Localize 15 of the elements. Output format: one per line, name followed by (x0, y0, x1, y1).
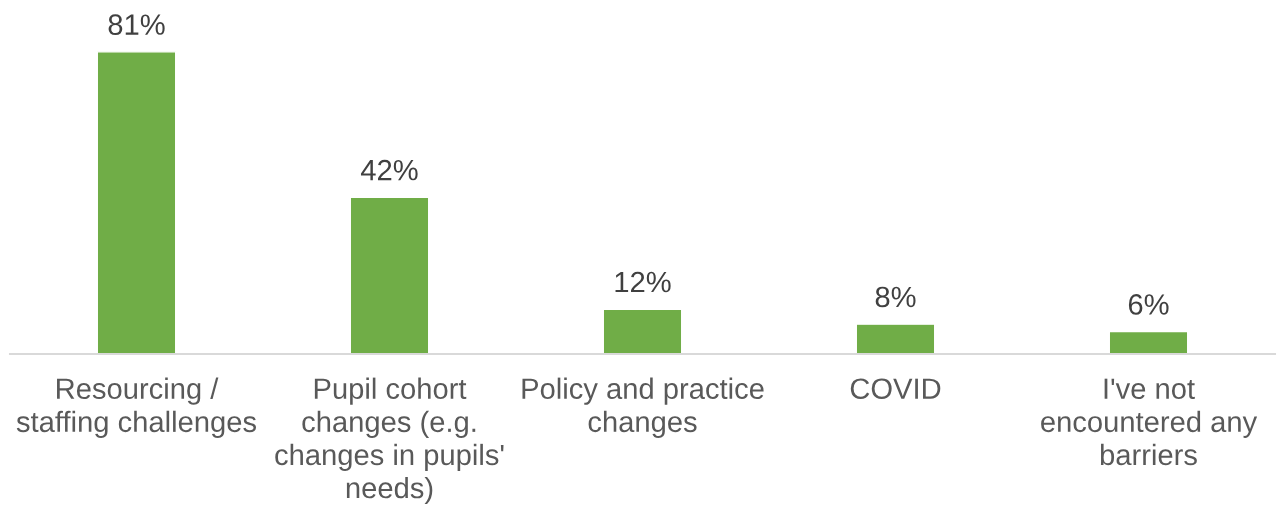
x-tick-label: Resourcing / staffing challenges (16, 377, 256, 438)
data-label: 42% (360, 159, 418, 181)
x-tick-label: Policy and practice changes (522, 377, 764, 438)
data-label: 12% (615, 271, 671, 293)
x-tick-label: I've not encountered any barriers (1041, 378, 1258, 466)
data-label: 6% (1128, 294, 1169, 315)
x-tick-label: COVID (850, 378, 941, 400)
data-label: 8% (875, 286, 916, 308)
bar (1108, 330, 1189, 354)
bar (602, 308, 683, 354)
x-tick-label: Pupil cohort changes (e.g. changes in pupils' needs) (275, 377, 504, 505)
bar (855, 323, 936, 354)
data-label: 81% (108, 14, 165, 35)
bar (96, 51, 177, 354)
bar (349, 196, 430, 354)
